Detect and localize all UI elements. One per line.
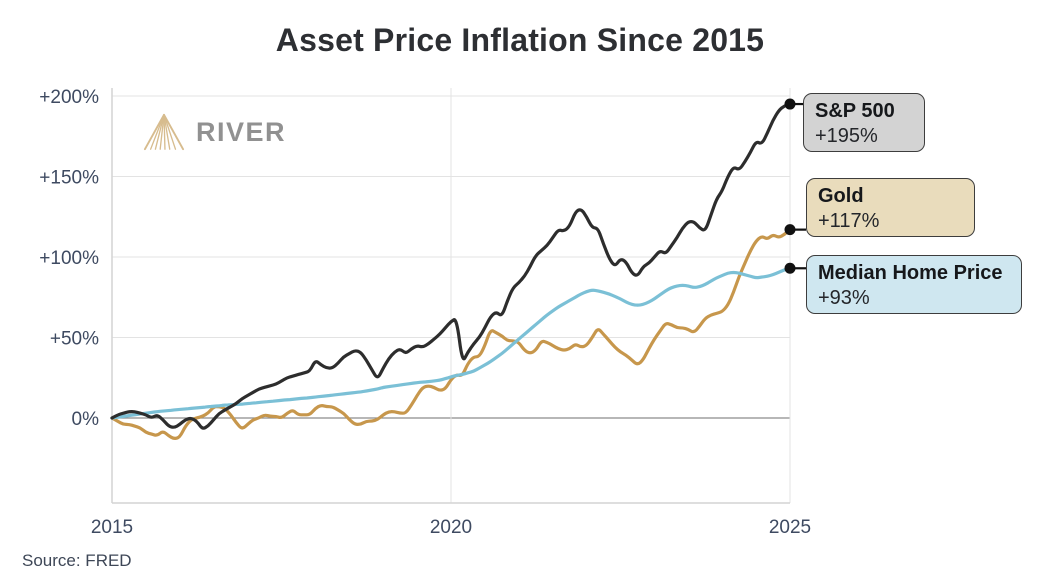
series-endpoint-dot (784, 98, 796, 110)
callout-gold-value: +117% (818, 210, 880, 232)
callout-sp500: S&P 500 +195% (803, 93, 925, 152)
y-axis-tick-label: +150% (39, 168, 99, 189)
callout-sp500-value: +195% (815, 125, 878, 147)
series-endpoint-dot (784, 224, 796, 236)
river-fan-icon (143, 113, 185, 151)
callout-median-home-price-value: +93% (818, 287, 870, 309)
x-axis-tick-label: 2015 (91, 517, 133, 538)
y-axis-tick-label: +100% (39, 248, 99, 269)
x-axis-tick-label: 2025 (769, 517, 811, 538)
callout-median-home-price: Median Home Price +93% (806, 255, 1022, 314)
y-axis-tick-label: +200% (39, 87, 99, 108)
callout-sp500-name: S&P 500 (815, 100, 895, 122)
y-axis-tick-label: +50% (50, 329, 99, 350)
page-title: Asset Price Inflation Since 2015 (275, 22, 765, 58)
callout-gold-name: Gold (818, 185, 864, 207)
callout-gold: Gold +117% (806, 178, 975, 237)
series-line-s-p-500 (110, 102, 792, 430)
series-endpoint-dot (784, 262, 796, 274)
x-axis-tick-label: 2020 (430, 517, 472, 538)
callout-median-home-price-name: Median Home Price (818, 262, 1003, 284)
series-line-median-home-price (110, 266, 792, 420)
river-logo-text: RIVER (196, 116, 287, 147)
y-axis-tick-label: 0% (72, 409, 100, 430)
source-note: Source: FRED (22, 551, 132, 570)
river-logo: RIVER (143, 112, 286, 152)
series-line-gold (110, 228, 792, 440)
